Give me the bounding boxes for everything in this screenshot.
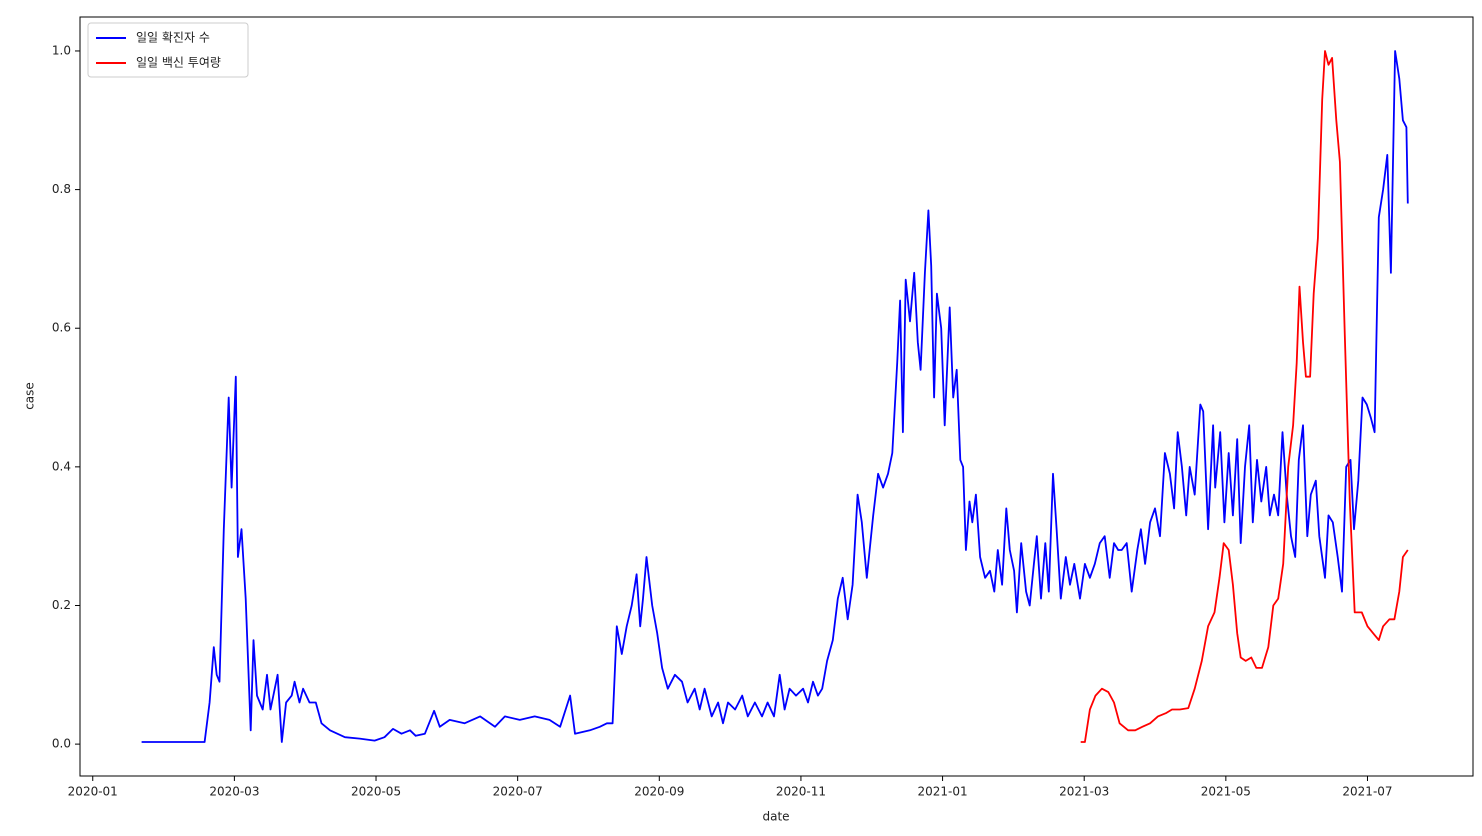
- y-tick-label: 1.0: [52, 43, 71, 57]
- x-tick-label: 2020-01: [68, 785, 118, 799]
- y-axis-label: case: [23, 382, 37, 410]
- x-axis-label: date: [762, 810, 789, 824]
- plot-frame: [79, 16, 1474, 777]
- legend-label: 일일 백신 투여량: [136, 56, 221, 70]
- data-line: [141, 50, 1409, 743]
- data-line: [1080, 50, 1409, 743]
- y-tick-label: 0.0: [52, 737, 71, 751]
- x-tick-label: 2021-01: [917, 785, 967, 799]
- x-tick-label: 2020-11: [776, 785, 826, 799]
- y-tick-label: 0.8: [52, 182, 71, 196]
- x-tick-label: 2020-03: [209, 785, 259, 799]
- x-tick-label: 2021-05: [1201, 785, 1251, 799]
- x-tick-label: 2020-05: [351, 785, 401, 799]
- y-tick-label: 0.6: [52, 321, 71, 335]
- x-tick-label: 2021-07: [1342, 785, 1392, 799]
- legend-box: [87, 22, 249, 78]
- x-tick-label: 2020-09: [634, 785, 684, 799]
- y-tick-label: 0.2: [52, 598, 71, 612]
- x-tick-label: 2021-03: [1059, 785, 1109, 799]
- legend-label: 일일 확진자 수: [136, 31, 210, 45]
- x-tick-label: 2020-07: [493, 785, 543, 799]
- y-tick-label: 0.4: [52, 459, 71, 473]
